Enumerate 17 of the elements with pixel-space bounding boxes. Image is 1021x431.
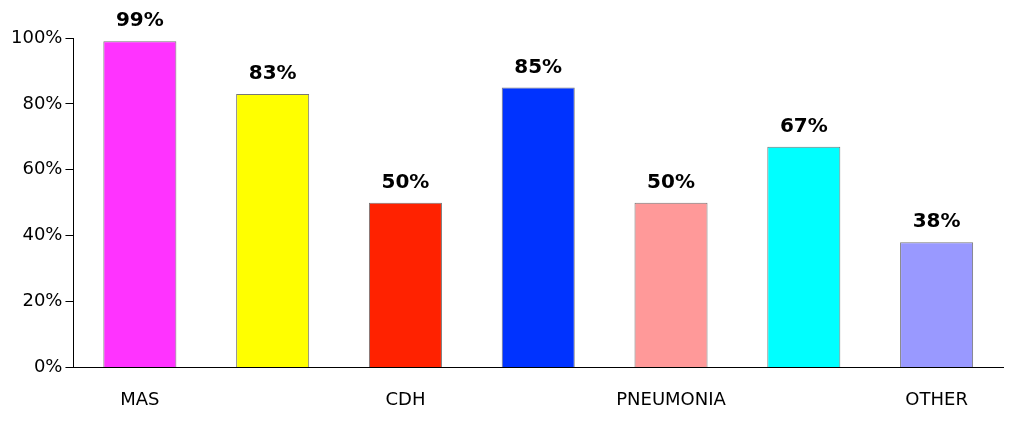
x-tick-label: CDH	[385, 387, 426, 409]
data-label: 99%	[115, 7, 164, 32]
y-tick-label: 0%	[33, 355, 63, 377]
data-label: 67%	[779, 112, 828, 137]
data-label: 38%	[912, 208, 961, 233]
data-label: 50%	[647, 168, 695, 193]
x-tick-label: OTHER	[905, 387, 968, 409]
x-tick-label: PNEUMONIA	[616, 387, 727, 409]
y-tick-label: 40%	[22, 223, 63, 245]
y-tick-label: 80%	[22, 91, 63, 113]
data-label: 83%	[248, 60, 297, 85]
y-tick-label: 60%	[22, 157, 63, 179]
data-label: 85%	[514, 53, 563, 78]
y-tick-label: 100%	[10, 25, 63, 47]
data-label: 50%	[381, 168, 430, 193]
x-tick-label: MAS	[120, 387, 160, 409]
y-tick-label: 20%	[22, 289, 63, 311]
